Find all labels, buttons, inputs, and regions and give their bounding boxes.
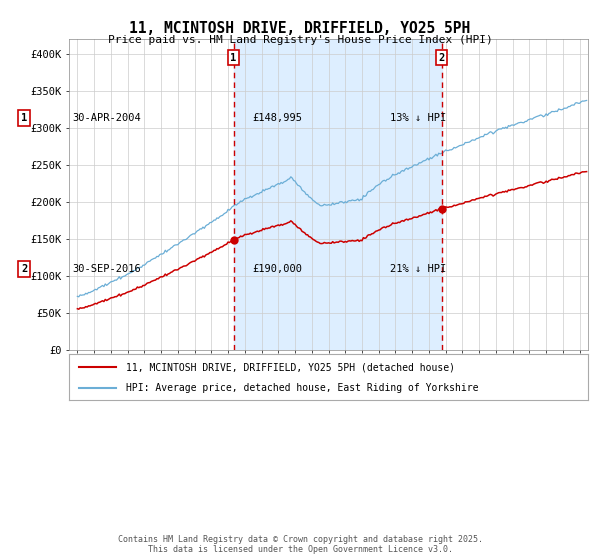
Text: 2: 2 bbox=[439, 53, 445, 63]
Text: 1: 1 bbox=[230, 53, 236, 63]
Text: 1: 1 bbox=[21, 113, 27, 123]
Text: 30-APR-2004: 30-APR-2004 bbox=[72, 113, 141, 123]
Text: 30-SEP-2016: 30-SEP-2016 bbox=[72, 264, 141, 274]
Text: 11, MCINTOSH DRIVE, DRIFFIELD, YO25 5PH (detached house): 11, MCINTOSH DRIVE, DRIFFIELD, YO25 5PH … bbox=[126, 362, 455, 372]
Text: 21% ↓ HPI: 21% ↓ HPI bbox=[390, 264, 446, 274]
Text: HPI: Average price, detached house, East Riding of Yorkshire: HPI: Average price, detached house, East… bbox=[126, 382, 479, 393]
Text: Price paid vs. HM Land Registry's House Price Index (HPI): Price paid vs. HM Land Registry's House … bbox=[107, 35, 493, 45]
Text: 13% ↓ HPI: 13% ↓ HPI bbox=[390, 113, 446, 123]
Text: £190,000: £190,000 bbox=[252, 264, 302, 274]
Text: £148,995: £148,995 bbox=[252, 113, 302, 123]
Bar bbox=[233, 39, 442, 350]
Text: Contains HM Land Registry data © Crown copyright and database right 2025.
This d: Contains HM Land Registry data © Crown c… bbox=[118, 535, 482, 554]
Text: 2: 2 bbox=[21, 264, 27, 274]
Text: 11, MCINTOSH DRIVE, DRIFFIELD, YO25 5PH: 11, MCINTOSH DRIVE, DRIFFIELD, YO25 5PH bbox=[130, 21, 470, 36]
